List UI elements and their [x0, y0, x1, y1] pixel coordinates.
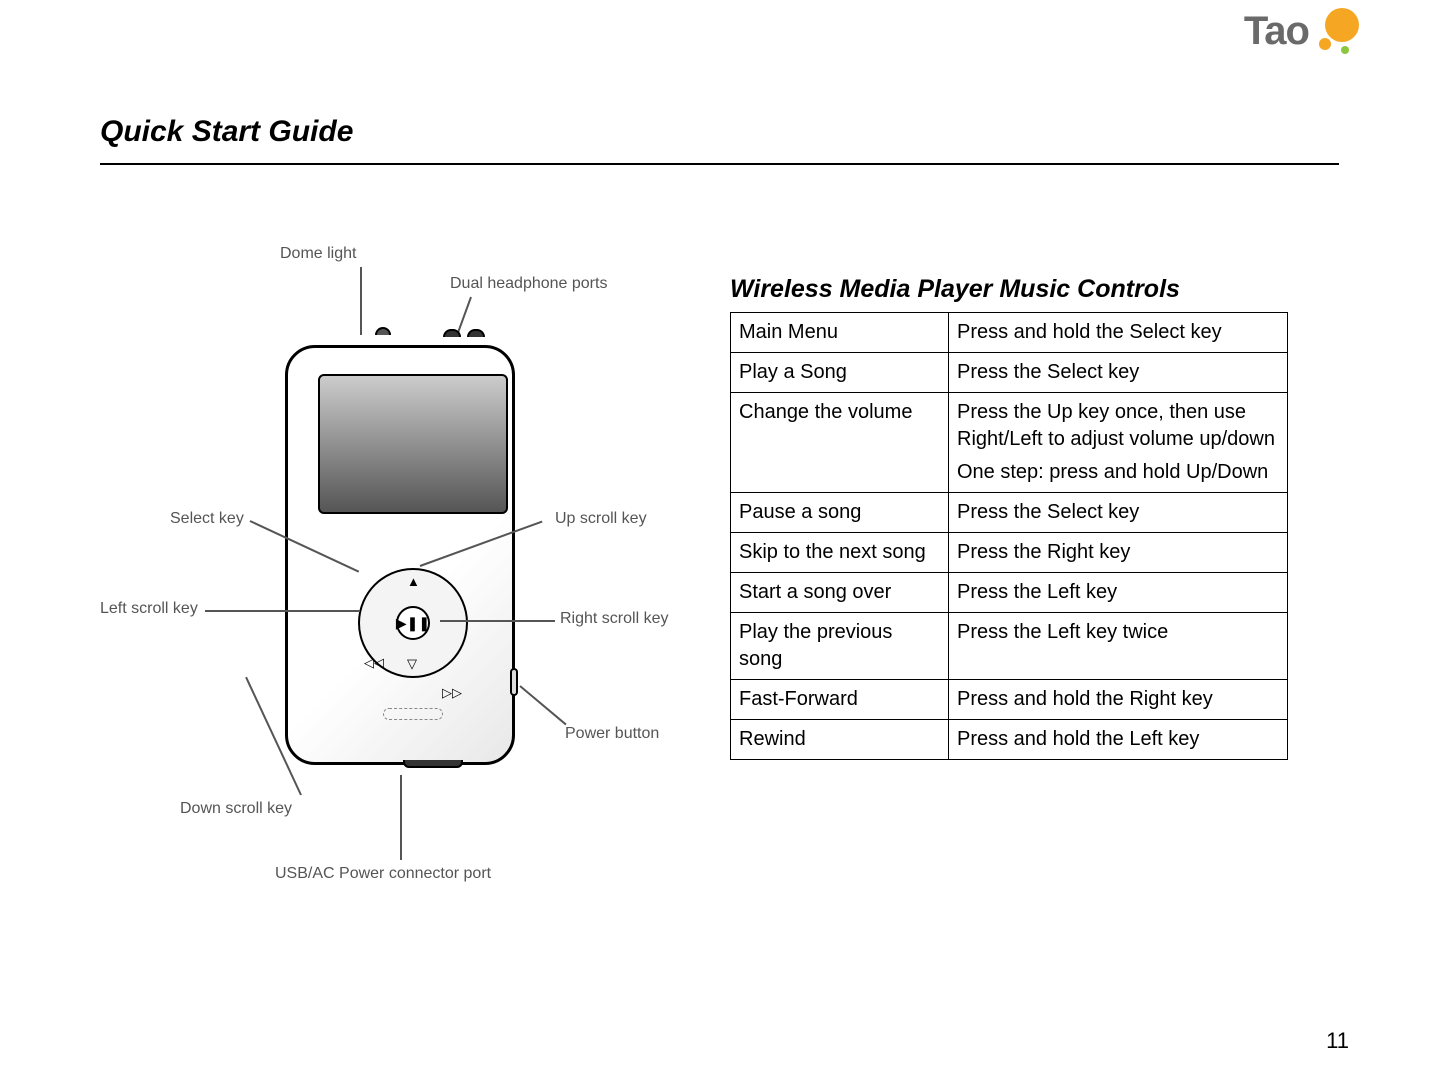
- table-row: Main MenuPress and hold the Select key: [731, 313, 1288, 353]
- label-right-scroll: Right scroll key: [560, 610, 668, 628]
- action-cell: Start a song over: [731, 573, 949, 613]
- action-cell: Fast-Forward: [731, 680, 949, 720]
- logo-icon: [1313, 8, 1359, 54]
- label-up-scroll: Up scroll key: [555, 510, 647, 528]
- action-cell: Rewind: [731, 720, 949, 760]
- table-row: Fast-ForwardPress and hold the Right key: [731, 680, 1288, 720]
- label-usb-port: USB/AC Power connector port: [275, 865, 491, 883]
- table-row: RewindPress and hold the Left key: [731, 720, 1288, 760]
- page-number: 11: [1326, 1028, 1349, 1054]
- title-divider: [100, 163, 1339, 165]
- instruction-cell: Press the Up key once, then use Right/Le…: [949, 393, 1288, 493]
- controls-table: Main MenuPress and hold the Select keyPl…: [730, 312, 1288, 760]
- instruction-cell: Press and hold the Right key: [949, 680, 1288, 720]
- label-left-scroll: Left scroll key: [100, 600, 198, 618]
- instruction-cell: Press the Left key twice: [949, 613, 1288, 680]
- page-title: Quick Start Guide: [100, 115, 1339, 149]
- action-cell: Play a Song: [731, 353, 949, 393]
- label-select-key: Select key: [170, 510, 244, 528]
- action-cell: Pause a song: [731, 493, 949, 533]
- table-row: Pause a songPress the Select key: [731, 493, 1288, 533]
- instruction-cell: Press the Select key: [949, 493, 1288, 533]
- label-power-button: Power button: [565, 725, 659, 743]
- device-diagram: Dome light Dual headphone ports ▲ ▽ ◁◁ ▷…: [100, 205, 690, 905]
- instruction-cell: Press the Left key: [949, 573, 1288, 613]
- brand-logo: Tao: [1244, 8, 1359, 54]
- label-dual-headphone: Dual headphone ports: [450, 275, 607, 293]
- section-title: Wireless Media Player Music Controls: [730, 275, 1339, 304]
- table-row: Play a SongPress the Select key: [731, 353, 1288, 393]
- action-cell: Main Menu: [731, 313, 949, 353]
- table-row: Skip to the next songPress the Right key: [731, 533, 1288, 573]
- action-cell: Skip to the next song: [731, 533, 949, 573]
- instruction-cell: Press the Right key: [949, 533, 1288, 573]
- instruction-cell: Press and hold the Select key: [949, 313, 1288, 353]
- logo-text: Tao: [1244, 9, 1309, 54]
- table-row: Start a song overPress the Left key: [731, 573, 1288, 613]
- action-cell: Change the volume: [731, 393, 949, 493]
- table-row: Change the volumePress the Up key once, …: [731, 393, 1288, 493]
- instruction-cell: Press and hold the Left key: [949, 720, 1288, 760]
- instruction-cell: Press the Select key: [949, 353, 1288, 393]
- label-down-scroll: Down scroll key: [180, 800, 292, 818]
- label-dome-light: Dome light: [280, 245, 356, 263]
